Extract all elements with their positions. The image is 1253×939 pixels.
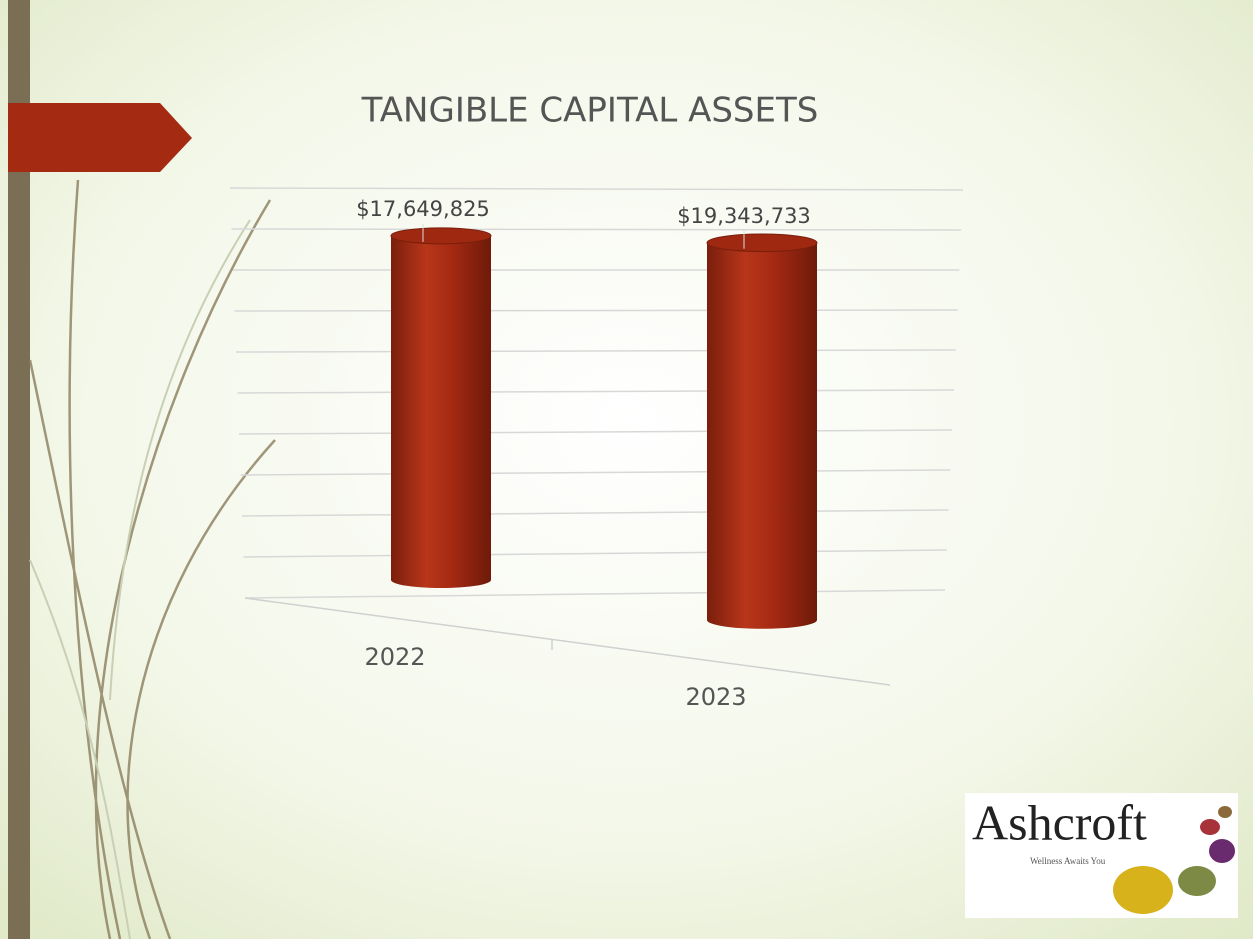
grid-line — [244, 589, 946, 599]
grid-line — [237, 389, 955, 394]
x-tick-label: 2022 — [364, 643, 425, 671]
bar-top — [390, 227, 492, 245]
decor-curves-light — [29, 219, 251, 939]
value-label: $19,343,733 — [677, 204, 811, 228]
grid-line — [241, 509, 949, 517]
grid-line — [234, 309, 958, 312]
x-tick-label: 2023 — [685, 683, 746, 711]
plot-area: 2022 $17,649,825 2023 $19,343,733 — [229, 187, 964, 711]
floor-line — [244, 597, 891, 686]
bar-top — [706, 233, 818, 253]
grid-line — [240, 469, 951, 476]
logo-name: Ashcroft — [972, 794, 1147, 850]
grid-line — [235, 349, 956, 353]
grid-line — [238, 429, 953, 435]
chart-title: TANGIBLE CAPITAL ASSETS — [361, 91, 819, 131]
value-label: $17,649,825 — [356, 197, 490, 221]
grid-line — [231, 228, 962, 231]
grid-line — [229, 187, 964, 191]
bar — [707, 242, 817, 629]
logo-dot — [1218, 806, 1232, 818]
logo-tagline: Wellness Awaits You — [1030, 856, 1106, 866]
cylinder — [390, 223, 492, 588]
logo-dot — [1178, 866, 1216, 896]
accent-arrow — [8, 103, 192, 172]
cylinder — [706, 230, 818, 629]
logo-dot — [1200, 819, 1220, 835]
logo-dot — [1209, 839, 1235, 863]
side-bar — [8, 0, 30, 939]
bar — [391, 235, 491, 588]
grid-line — [243, 549, 947, 558]
logo-box — [965, 793, 1238, 918]
logo: Ashcroft Wellness Awaits You — [965, 793, 1238, 918]
logo-dot — [1113, 866, 1173, 914]
